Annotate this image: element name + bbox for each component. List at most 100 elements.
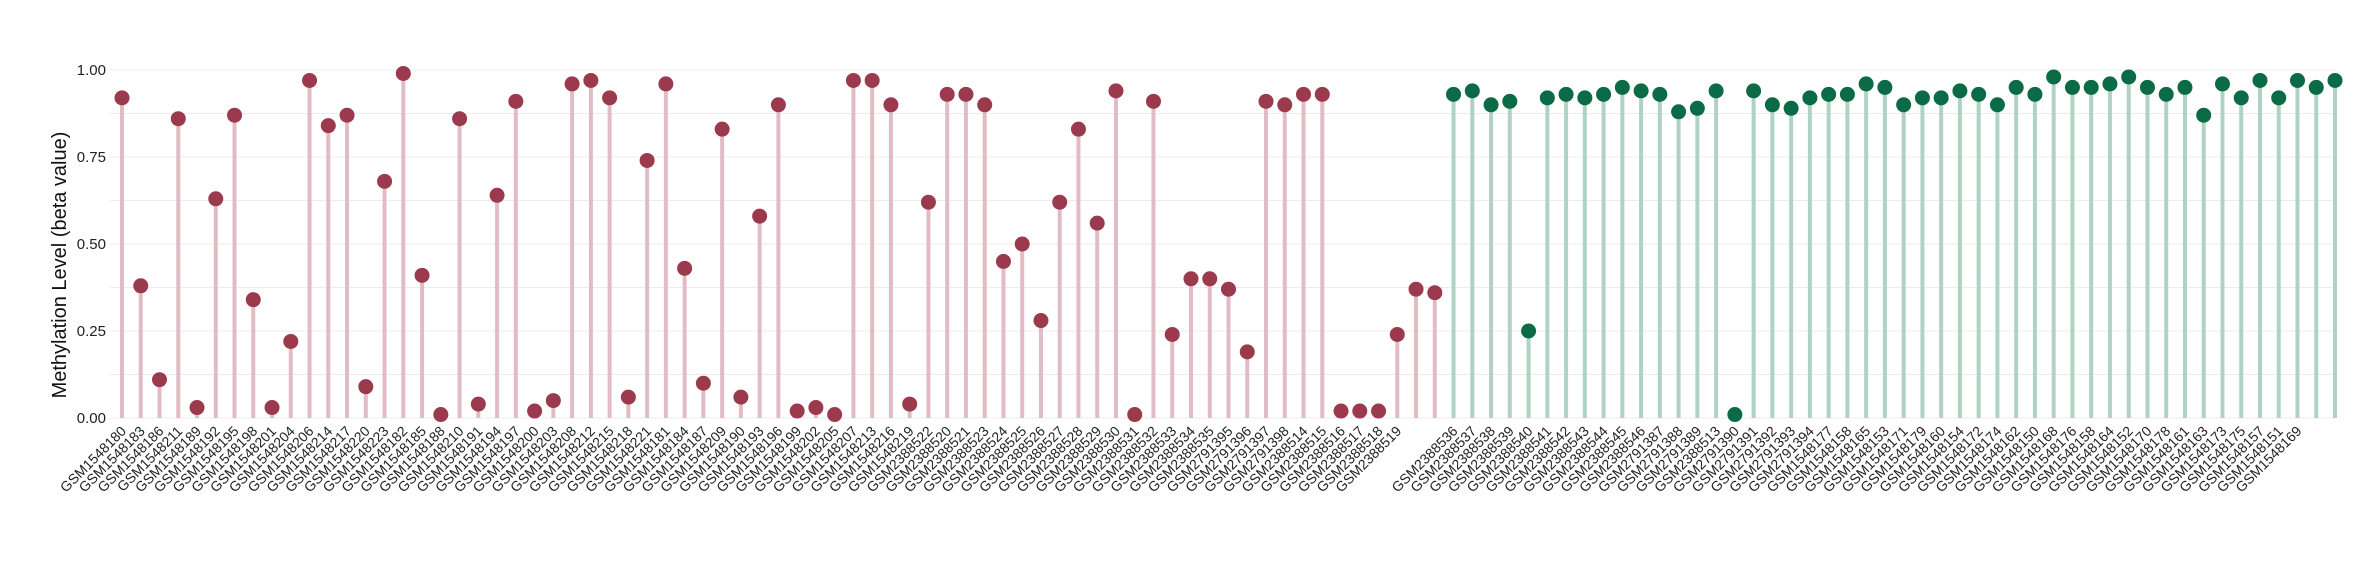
lollipop-point — [2289, 72, 2305, 88]
lollipop-point — [170, 111, 186, 127]
lollipop-point — [545, 393, 561, 409]
lollipop-point — [1933, 90, 1949, 106]
y-axis-title: Methylation Level (beta value) — [49, 132, 71, 399]
lollipop-point — [1408, 281, 1424, 297]
lollipop-point — [920, 194, 936, 210]
lollipop-point — [1389, 326, 1405, 342]
lollipop-point — [283, 333, 299, 349]
lollipop-point — [1652, 86, 1668, 102]
lollipop-point — [264, 400, 280, 416]
lollipop-point — [2027, 86, 2043, 102]
lollipop-point — [1839, 86, 1855, 102]
y-tick-label: 0.50 — [77, 236, 106, 253]
lollipop-point — [2214, 76, 2230, 92]
lollipop-point — [2046, 69, 2062, 85]
lollipop-point — [1296, 86, 1312, 102]
lollipop-point — [1014, 236, 1030, 252]
lollipop-point — [620, 389, 636, 405]
lollipop-point — [902, 396, 918, 412]
lollipop-point — [1070, 121, 1086, 137]
y-tick-label: 1.00 — [77, 62, 106, 79]
lollipop-point — [564, 76, 580, 92]
lollipop-point — [1802, 90, 1818, 106]
lollipop-point — [152, 372, 168, 388]
points — [114, 65, 2343, 423]
lollipop-point — [227, 107, 243, 123]
lollipop-point — [864, 72, 880, 88]
y-tick-label: 0.25 — [77, 323, 106, 340]
lollipop-point — [1108, 83, 1124, 99]
lollipop-point — [977, 97, 993, 113]
lollipop-point — [1783, 100, 1799, 116]
lollipop-point — [1614, 79, 1630, 95]
lollipop-point — [1558, 86, 1574, 102]
lollipop-point — [1858, 76, 1874, 92]
lollipop-point — [1127, 407, 1143, 423]
lollipop-point — [1145, 93, 1161, 109]
lollipop-point — [1446, 86, 1462, 102]
lollipop-point — [602, 90, 618, 106]
x-axis-labels: GSM1548180GSM1548183GSM1548186GSM1548211… — [57, 423, 2305, 496]
lollipop-point — [2139, 79, 2155, 95]
lollipop-point — [2196, 107, 2212, 123]
stems — [120, 73, 2337, 418]
lollipop-point — [695, 375, 711, 391]
lollipop-point — [302, 72, 318, 88]
lollipop-point — [2102, 76, 2118, 92]
lollipop-point — [1577, 90, 1593, 106]
lollipop-point — [770, 97, 786, 113]
y-tick-label: 0.00 — [77, 410, 106, 427]
lollipop-point — [1821, 86, 1837, 102]
y-tick-label: 0.75 — [77, 149, 106, 166]
lollipop-point — [1052, 194, 1068, 210]
lollipop-point — [1221, 281, 1236, 297]
lollipop-point — [245, 292, 261, 308]
lollipop-point — [1314, 86, 1330, 102]
lollipop-point — [808, 400, 824, 416]
lollipop-point — [395, 65, 411, 81]
lollipop-point — [2121, 69, 2137, 85]
lollipop-point — [2327, 72, 2343, 88]
lollipop-point — [1596, 86, 1612, 102]
lollipop-point — [320, 118, 336, 134]
lollipop-point — [2083, 79, 2099, 95]
lollipop-point — [1633, 83, 1649, 99]
lollipop-point — [1877, 79, 1893, 95]
lollipop-point — [1671, 104, 1687, 120]
lollipop-point — [208, 191, 224, 207]
lollipop-point — [1183, 271, 1199, 287]
lollipop-point — [789, 403, 805, 419]
lollipop-point — [1746, 83, 1762, 99]
lollipop-point — [639, 152, 655, 168]
gridlines — [110, 69, 2335, 419]
lollipop-point — [1202, 271, 1218, 287]
lollipop-point — [958, 86, 974, 102]
lollipop-point — [1164, 326, 1180, 342]
lollipop-point — [433, 407, 449, 423]
lollipop-point — [1333, 403, 1349, 419]
lollipop-point — [1971, 86, 1987, 102]
lollipop-point — [845, 72, 861, 88]
lollipop-point — [2008, 79, 2024, 95]
lollipop-point — [2271, 90, 2287, 106]
lollipop-point — [1708, 83, 1724, 99]
lollipop-point — [1352, 403, 1368, 419]
lollipop-point — [2064, 79, 2080, 95]
lollipop-point — [527, 403, 543, 419]
lollipop-point — [677, 260, 693, 276]
lollipop-point — [1483, 97, 1499, 113]
lollipop-point — [714, 121, 730, 137]
lollipop-point — [2252, 72, 2268, 88]
lollipop-point — [114, 90, 130, 106]
lollipop-point — [470, 396, 486, 412]
lollipop-point — [1539, 90, 1555, 106]
lollipop-point — [1033, 313, 1049, 329]
lollipop-point — [508, 93, 524, 109]
lollipop-point — [1896, 97, 1912, 113]
lollipop-point — [452, 111, 468, 127]
lollipop-point — [2233, 90, 2249, 106]
lollipop-point — [1089, 215, 1105, 231]
lollipop-point — [1258, 93, 1274, 109]
lollipop-point — [752, 208, 768, 224]
y-axis-ticks: 0.00 0.25 0.50 0.75 1.00 — [77, 62, 106, 427]
